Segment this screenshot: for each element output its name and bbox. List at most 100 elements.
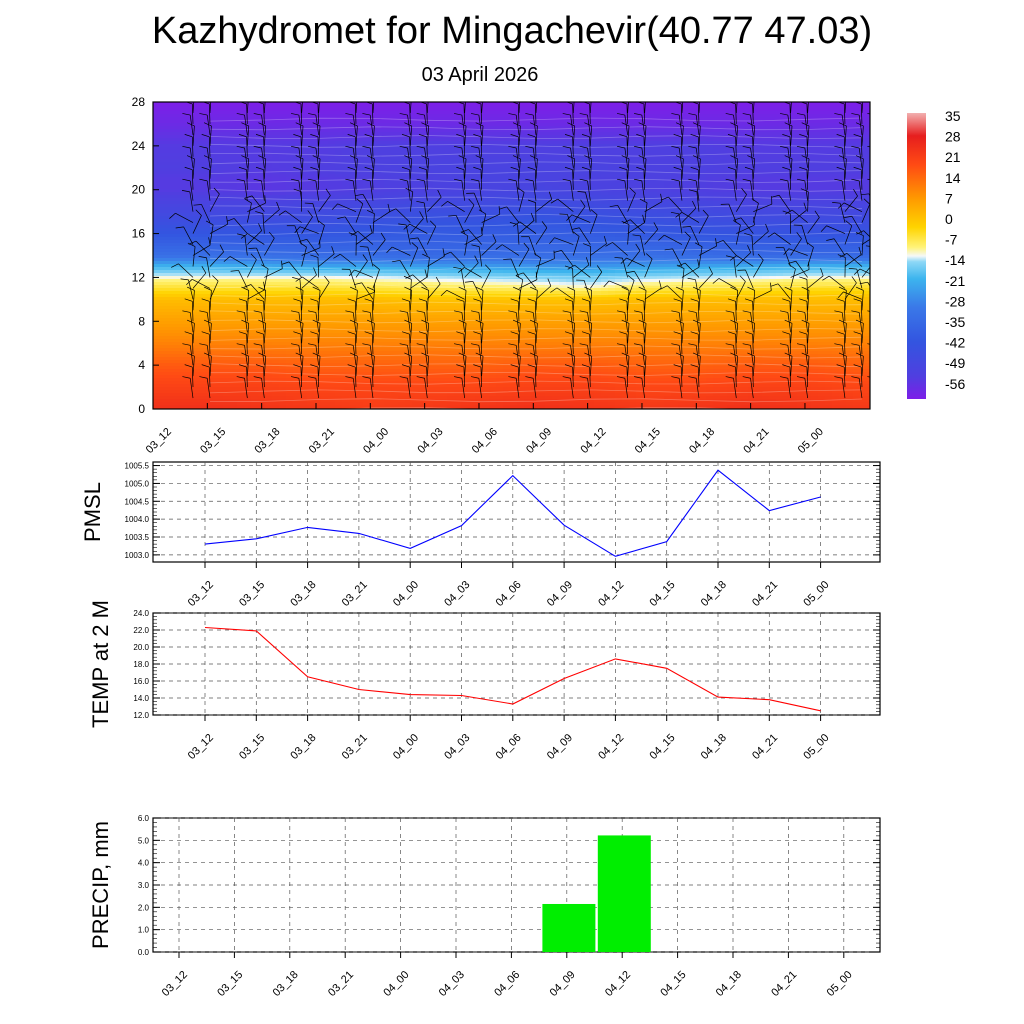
heat-cell xyxy=(356,213,364,217)
heat-cell xyxy=(223,171,231,175)
heat-cell xyxy=(223,141,231,145)
heat-cell xyxy=(258,192,266,196)
heat-cell xyxy=(216,222,224,226)
heat-cell xyxy=(363,279,371,283)
heat-cell xyxy=(160,345,168,349)
heat-cell xyxy=(398,399,406,403)
heat-cell xyxy=(251,237,259,241)
heat-cell xyxy=(342,210,350,214)
heat-cell xyxy=(363,168,371,172)
heat-cell xyxy=(188,267,196,271)
heat-cell xyxy=(174,345,182,349)
heat-cell xyxy=(251,192,259,196)
heat-cell xyxy=(377,351,385,355)
heat-cell xyxy=(314,312,322,316)
heat-cell xyxy=(202,117,210,121)
heat-cell xyxy=(181,156,189,160)
heat-cell xyxy=(300,219,308,223)
heat-cell xyxy=(181,201,189,205)
heat-cell xyxy=(279,141,287,145)
heat-cell xyxy=(251,288,259,292)
heat-cell xyxy=(335,309,343,313)
heat-cell xyxy=(405,363,413,367)
heat-cell xyxy=(342,276,350,280)
heat-cell xyxy=(181,318,189,322)
heat-cell xyxy=(251,123,259,127)
heat-cell xyxy=(384,231,392,235)
heat-cell xyxy=(216,174,224,178)
heat-cell xyxy=(195,246,203,250)
heat-cell xyxy=(363,102,371,106)
heat-cell xyxy=(209,384,217,388)
heat-cell xyxy=(188,255,196,259)
heat-cell xyxy=(300,207,308,211)
heat-cell xyxy=(328,114,336,118)
heat-cell xyxy=(230,132,238,136)
heat-cell xyxy=(230,210,238,214)
heat-cell xyxy=(223,222,231,226)
heat-cell xyxy=(293,105,301,109)
heat-cell xyxy=(160,321,168,325)
heat-cell xyxy=(384,123,392,127)
heat-cell xyxy=(356,204,364,208)
heat-cell xyxy=(300,132,308,136)
heat-cell xyxy=(377,228,385,232)
heat-cell xyxy=(237,102,245,106)
heat-cell xyxy=(384,327,392,331)
heat-cell xyxy=(160,405,168,409)
heat-cell xyxy=(251,141,259,145)
heat-cell xyxy=(370,276,378,280)
heat-cell xyxy=(174,129,182,133)
heat-cell xyxy=(314,282,322,286)
heat-cell xyxy=(349,195,357,199)
heat-cell xyxy=(272,102,280,106)
heat-cell xyxy=(363,132,371,136)
heat-cell xyxy=(391,102,399,106)
heat-cell xyxy=(181,111,189,115)
heat-cell xyxy=(202,357,210,361)
heat-cell xyxy=(160,297,168,301)
heat-cell xyxy=(160,348,168,352)
heat-cell xyxy=(279,327,287,331)
heat-cell xyxy=(342,396,350,400)
heat-cell xyxy=(230,297,238,301)
heat-cell xyxy=(202,114,210,118)
heat-cell xyxy=(181,180,189,184)
heat-cell xyxy=(209,318,217,322)
heat-cell xyxy=(279,348,287,352)
heat-cell xyxy=(342,300,350,304)
heat-cell xyxy=(244,126,252,130)
heat-cell xyxy=(356,249,364,253)
heat-cell xyxy=(307,300,315,304)
heat-cell xyxy=(398,345,406,349)
heat-cell xyxy=(398,183,406,187)
heat-cell xyxy=(405,324,413,328)
heat-cell xyxy=(237,333,245,337)
heat-cell xyxy=(293,324,301,328)
heat-cell xyxy=(370,252,378,256)
heat-cell xyxy=(342,165,350,169)
heat-cell xyxy=(202,165,210,169)
heat-cell xyxy=(356,366,364,370)
heat-cell xyxy=(405,132,413,136)
heat-cell xyxy=(384,147,392,151)
heat-cell xyxy=(167,153,175,157)
heat-cell xyxy=(244,162,252,166)
heat-cell xyxy=(265,141,273,145)
heat-cell xyxy=(237,372,245,376)
heat-cell xyxy=(405,333,413,337)
heat-cell xyxy=(286,270,294,274)
heat-cell xyxy=(195,297,203,301)
heat-cell xyxy=(153,387,161,391)
heat-cell xyxy=(377,222,385,226)
heat-cell xyxy=(363,342,371,346)
heat-cell xyxy=(265,153,273,157)
heat-cell xyxy=(363,126,371,130)
heat-cell xyxy=(328,225,336,229)
heat-cell xyxy=(272,372,280,376)
heat-cell xyxy=(153,354,161,358)
heat-cell xyxy=(363,207,371,211)
heat-cell xyxy=(230,111,238,115)
heat-cell xyxy=(181,126,189,130)
heat-cell xyxy=(384,105,392,109)
